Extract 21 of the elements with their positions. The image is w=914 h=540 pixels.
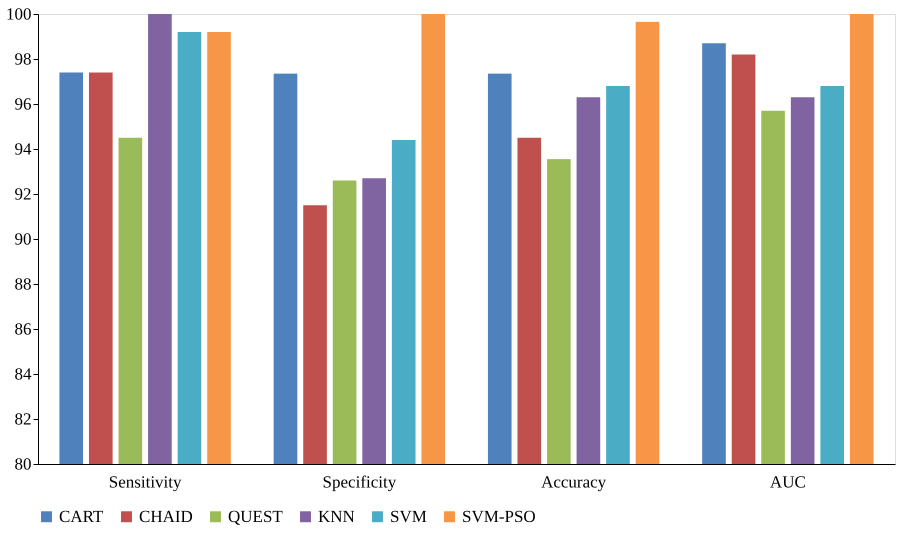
y-tick-label: 96 (14, 94, 32, 114)
legend-label: KNN (318, 506, 355, 526)
y-tick-label: 86 (14, 320, 32, 338)
y-tick-label: 100 (6, 4, 32, 24)
y-tick-label: 98 (14, 50, 32, 68)
y-tick-label: 94 (14, 140, 32, 158)
legend-label: QUEST (228, 506, 284, 526)
y-tick-label: 80 (14, 454, 32, 474)
legend-label: SVM-PSO (462, 506, 536, 526)
y-tick-label: 92 (14, 184, 32, 204)
legend-label: CART (59, 506, 104, 526)
x-tick-label: AUC (770, 472, 806, 492)
y-tick-label: 82 (14, 410, 32, 428)
legend-label: CHAID (139, 506, 193, 526)
x-tick-label: Accuracy (541, 472, 607, 492)
x-tick-label: Sensitivity (108, 472, 182, 492)
y-tick-label: 90 (14, 230, 32, 248)
legend-label: SVM (390, 506, 427, 526)
y-tick-label: 88 (14, 274, 32, 294)
y-tick-label: 84 (14, 364, 32, 384)
x-tick-label: Specificity (322, 472, 397, 492)
